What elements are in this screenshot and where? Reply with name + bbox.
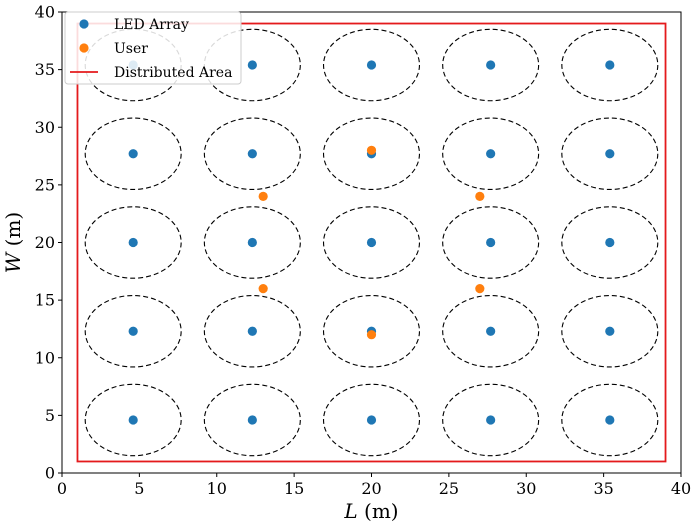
led-point [128,415,138,425]
user-point [475,191,485,201]
coverage-circle [203,294,301,368]
coverage-circle [84,383,182,457]
led-point [247,415,257,425]
led-point [486,237,496,248]
coverage-circle [203,117,301,191]
x-tick-label: 15 [284,479,304,498]
x-tick-label: 25 [439,479,459,498]
x-tick-label: 0 [57,479,67,498]
led-point [605,149,615,159]
y-tick-label: 15 [35,291,55,310]
scatter-points [128,60,615,425]
coverage-circle [561,28,659,102]
led-point [128,237,138,248]
x-axis-label: L (m) [343,499,398,523]
legend-label: User [114,41,148,57]
coverage-circle [442,206,540,279]
led-point [247,237,257,248]
y-tick-label: 30 [35,118,55,137]
coverage-circle [322,28,421,102]
user-point [366,145,377,155]
led-point [605,415,615,425]
led-point [366,60,377,70]
coverage-circle [322,294,421,368]
distributed-area [76,22,667,463]
coverage-circle [561,383,659,457]
y-tick-label: 5 [45,406,55,425]
coverage-circle [84,206,182,279]
coverage-circle [442,383,540,457]
user-point [258,284,268,294]
coverage-circle [322,117,421,191]
coverage-circle [203,206,301,279]
led-point [366,415,377,425]
led-point [128,149,138,159]
x-tick-label: 35 [593,479,613,498]
coverage-circle [322,383,421,457]
user-point [475,284,485,294]
coverage-circle [322,206,421,279]
y-tick-label: 20 [35,233,55,252]
coverage-circle [84,117,182,191]
legend-dot-marker [79,19,89,29]
x-tick-label: 20 [361,479,381,498]
y-tick-label: 10 [35,348,55,367]
led-point [366,237,377,248]
coverage-circle [561,294,659,368]
y-tick-label: 0 [45,464,55,483]
x-tick-label: 40 [671,479,691,498]
y-tick-label: 40 [35,3,55,22]
coverage-circle [84,294,182,368]
distributed-area-rect [76,22,667,463]
coverage-circles [84,28,659,457]
y-tick-label: 25 [35,175,55,194]
user-point [366,330,377,340]
legend-box [64,11,242,85]
led-point [605,326,615,336]
led-point [605,60,615,70]
led-point [128,326,138,336]
led-point [247,60,257,70]
user-point [258,191,268,201]
y-tick-label: 35 [35,60,55,79]
coverage-circle [442,294,540,368]
led-point [486,149,496,159]
coverage-circle [561,117,659,191]
axis-ticks: 0 5 10 15 20 25 30 35 40 0 5 10 15 20 25 30 35 40 [35,3,692,499]
led-point [486,415,496,425]
coverage-circle [203,383,301,457]
led-point [486,326,496,336]
led-point [605,237,615,248]
led-point [247,149,257,159]
coverage-circle [442,28,540,102]
legend-dot-marker [79,43,89,53]
y-axis-label: W (m) [1,212,25,274]
x-tick-label: 10 [207,479,227,498]
x-tick-label: 30 [516,479,536,498]
x-tick-label: 5 [134,479,144,498]
coverage-circle [442,117,540,191]
coverage-circle [561,206,659,279]
led-point [247,326,257,336]
led-point [486,60,496,70]
legend-label: Distributed Area [114,65,232,81]
legend: LED Array User Distributed Area [64,11,242,85]
legend-label: LED Array [114,17,189,33]
